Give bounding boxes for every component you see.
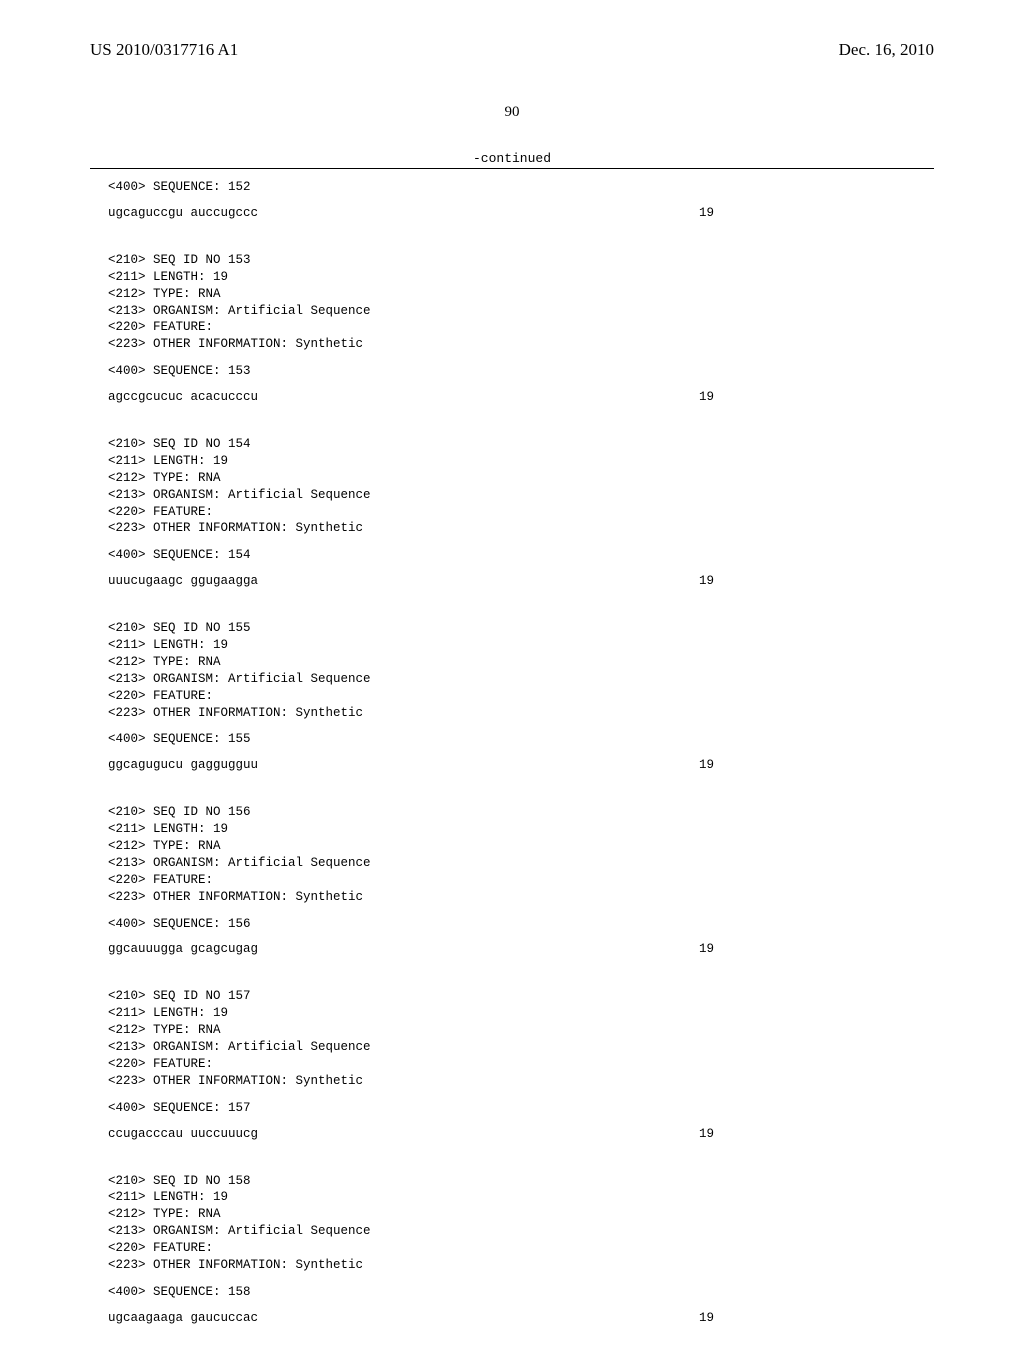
sequence-length: 19	[699, 1127, 714, 1141]
sequence-length: 19	[699, 758, 714, 772]
sequence-meta: <210> SEQ ID NO 154 <211> LENGTH: 19 <21…	[108, 436, 934, 537]
sequence-text: ggcagugucu gaggugguu	[108, 758, 258, 772]
sequence-text: ggcauuugga gcagcugag	[108, 942, 258, 956]
sequence-meta: <210> SEQ ID NO 157 <211> LENGTH: 19 <21…	[108, 988, 934, 1089]
sequence-header-line: <400> SEQUENCE: 157	[108, 1100, 934, 1117]
sequence-row: ugcaagaaga gaucuccac 19	[108, 1311, 714, 1325]
sequence-meta: <210> SEQ ID NO 158 <211> LENGTH: 19 <21…	[108, 1173, 934, 1274]
sequence-meta: <210> SEQ ID NO 156 <211> LENGTH: 19 <21…	[108, 804, 934, 905]
sequence-row: ccugacccau uuccuuucg 19	[108, 1127, 714, 1141]
sequence-row: uuucugaagc ggugaagga 19	[108, 574, 714, 588]
sequence-text: ugcaguccgu auccugccc	[108, 206, 258, 220]
sequence-row: agccgcucuc acacucccu 19	[108, 390, 714, 404]
sequence-header-line: <400> SEQUENCE: 154	[108, 547, 934, 564]
sequence-header-line: <400> SEQUENCE: 155	[108, 731, 934, 748]
publication-date: Dec. 16, 2010	[839, 40, 934, 60]
sequence-header-line: <400> SEQUENCE: 158	[108, 1284, 934, 1301]
sequence-meta: <210> SEQ ID NO 153 <211> LENGTH: 19 <21…	[108, 252, 934, 353]
page-number: 90	[90, 104, 934, 121]
divider-line	[90, 168, 934, 169]
sequence-text: ugcaagaaga gaucuccac	[108, 1311, 258, 1325]
sequence-header-line: <400> SEQUENCE: 153	[108, 363, 934, 380]
sequence-length: 19	[699, 390, 714, 404]
sequence-length: 19	[699, 942, 714, 956]
page-header: US 2010/0317716 A1 Dec. 16, 2010	[90, 40, 934, 60]
sequence-header-line: <400> SEQUENCE: 152	[108, 179, 934, 196]
sequence-length: 19	[699, 206, 714, 220]
sequence-row: ggcauuugga gcagcugag 19	[108, 942, 714, 956]
publication-number: US 2010/0317716 A1	[90, 40, 238, 60]
sequence-row: ugcaguccgu auccugccc 19	[108, 206, 714, 220]
sequence-text: agccgcucuc acacucccu	[108, 390, 258, 404]
sequence-text: ccugacccau uuccuuucg	[108, 1127, 258, 1141]
continued-label: -continued	[90, 151, 934, 166]
sequence-text: uuucugaagc ggugaagga	[108, 574, 258, 588]
sequence-meta: <210> SEQ ID NO 155 <211> LENGTH: 19 <21…	[108, 620, 934, 721]
sequence-row: ggcagugucu gaggugguu 19	[108, 758, 714, 772]
sequence-header-line: <400> SEQUENCE: 156	[108, 916, 934, 933]
sequence-length: 19	[699, 574, 714, 588]
page-container: US 2010/0317716 A1 Dec. 16, 2010 90 -con…	[0, 0, 1024, 1365]
sequence-length: 19	[699, 1311, 714, 1325]
